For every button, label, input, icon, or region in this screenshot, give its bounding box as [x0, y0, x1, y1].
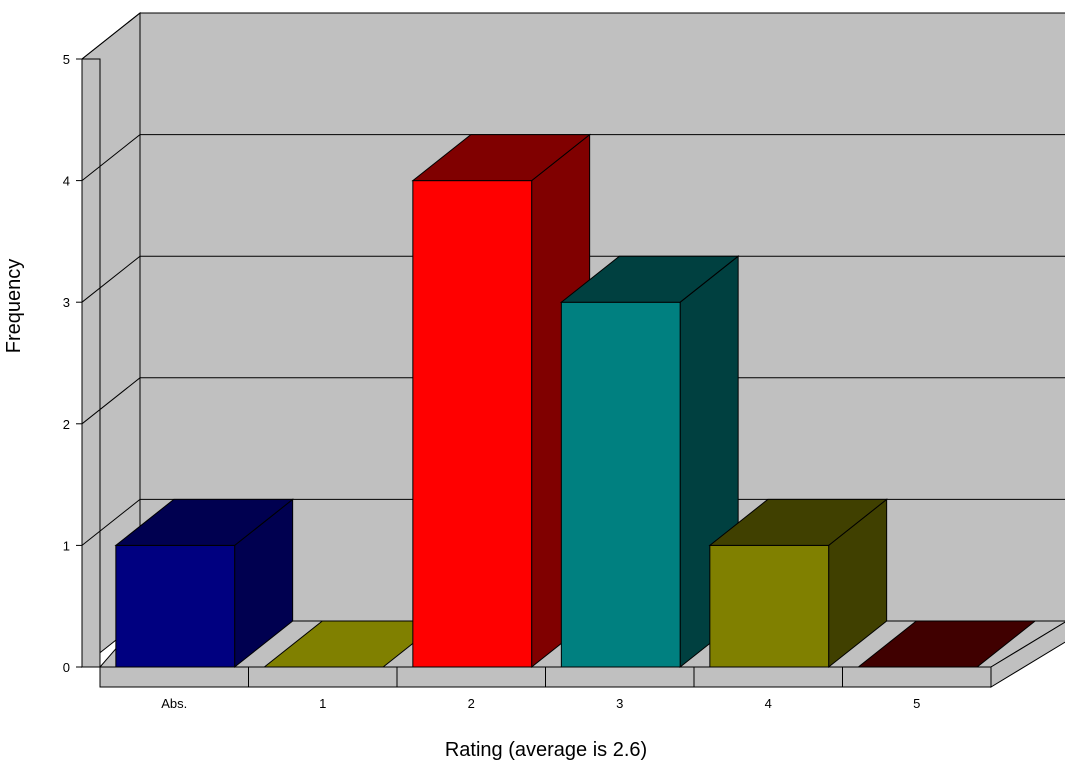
- bar: [114, 498, 295, 669]
- gridline: [81, 498, 1065, 546]
- x-tick-label: 4: [765, 696, 772, 711]
- gridline: [81, 255, 1065, 303]
- gridline: [81, 134, 1065, 181]
- bar-top: [411, 134, 592, 182]
- y-tick-label: 0: [63, 660, 70, 675]
- gridlines: [81, 12, 1065, 546]
- y-tick-label: 4: [63, 174, 70, 189]
- gridline: [81, 377, 1065, 425]
- y-tick-label: 3: [63, 295, 70, 310]
- x-axis-ticks: Abs. 1 2 3 4 5: [161, 667, 920, 711]
- bar-front: [560, 301, 681, 668]
- x-tick-label: 2: [468, 696, 475, 711]
- left-wall-edge: [81, 58, 101, 668]
- bar-front: [412, 180, 533, 668]
- bar-top: [708, 498, 889, 546]
- bar-top: [559, 255, 740, 303]
- y-tick-label: 2: [63, 417, 70, 432]
- bar: [559, 255, 740, 669]
- bar: [708, 498, 889, 669]
- bar-top: [114, 498, 295, 546]
- bar: [856, 620, 1037, 668]
- x-tick-label: 1: [319, 696, 326, 711]
- x-axis-title: Rating (average is 2.6): [445, 739, 647, 761]
- bar-top: [856, 620, 1037, 668]
- y-axis-ticks: 0 1 2 3 4 5: [63, 52, 82, 675]
- gridline: [81, 12, 1065, 60]
- x-tick-label: Abs.: [161, 696, 187, 711]
- floor-side: [990, 621, 1065, 688]
- bar-front: [709, 544, 830, 668]
- bars: [114, 133, 1037, 669]
- x-tick-label: 3: [616, 696, 623, 711]
- y-tick-label: 1: [63, 538, 70, 553]
- y-tick-label: 5: [63, 52, 70, 67]
- x-tick-label: 5: [913, 696, 920, 711]
- bar-front: [115, 544, 236, 668]
- y-axis-title: Frequency: [3, 259, 25, 354]
